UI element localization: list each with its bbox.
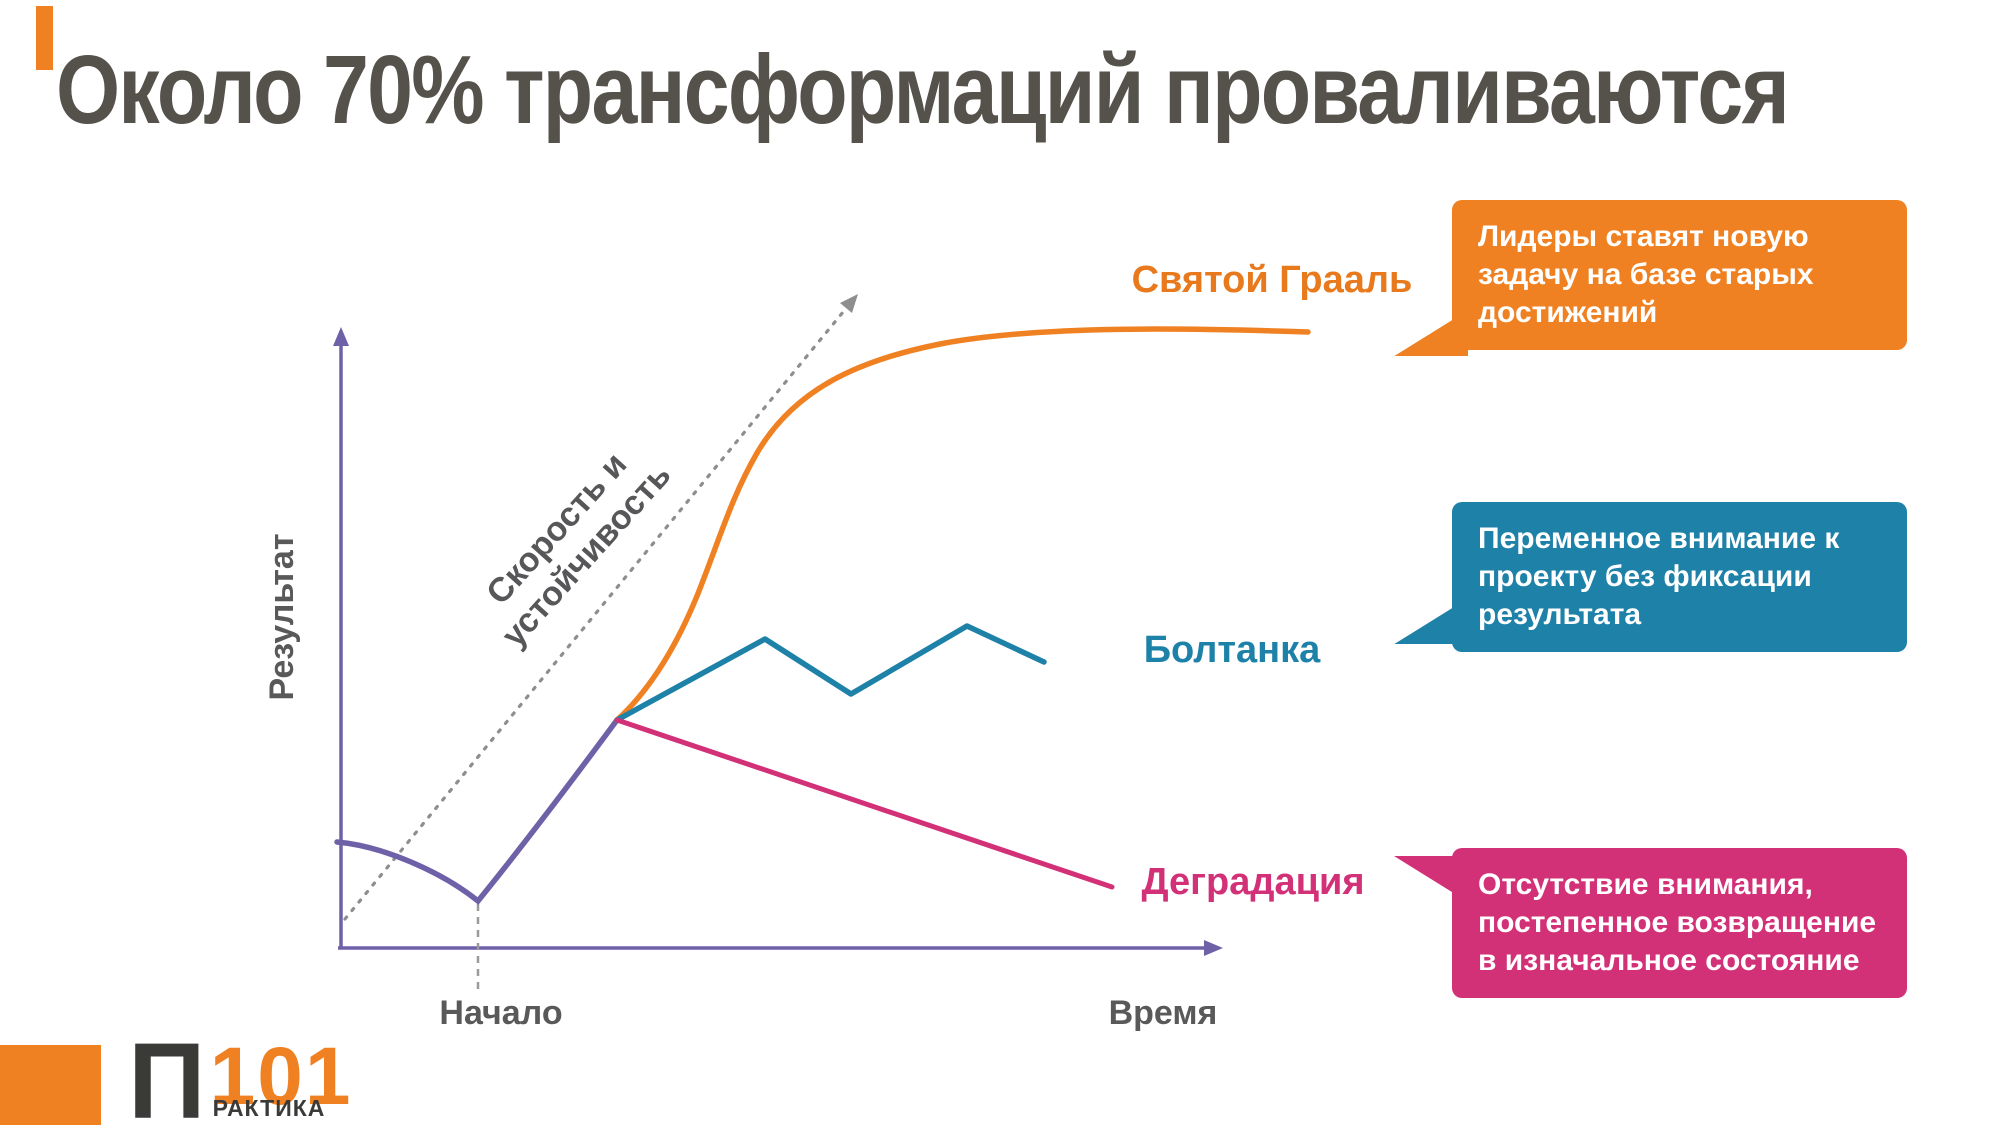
- series-label-turbulence: Болтанка: [1144, 629, 1321, 671]
- y-axis-label: Результат: [263, 534, 301, 701]
- callout-degradation-text: Отсутствие внимания, постепенное возвращ…: [1478, 868, 1877, 978]
- callout-holy-grail-text: Лидеры ставят новую задачу на базе стары…: [1478, 220, 1814, 330]
- series-label-holy-grail: Святой Грааль: [1132, 259, 1413, 301]
- logo-number: 101: [209, 1031, 353, 1122]
- x-axis-start-label: Начало: [439, 994, 562, 1032]
- page-title: Около 70% трансформаций проваливаются: [56, 35, 1790, 144]
- x-axis-label: Время: [1109, 994, 1218, 1032]
- degradation-line: [614, 717, 1115, 890]
- x-axis-arrowhead: [1204, 940, 1223, 956]
- company-logo: П 101 РАКТИКА: [128, 1020, 380, 1125]
- callout-holy-grail: Лидеры ставят новую задачу на базе стары…: [1394, 200, 1907, 357]
- speed-reference-arrowhead: [840, 294, 858, 313]
- turbulence-zigzag-line: [614, 623, 1047, 723]
- callout-turbulence-text: Переменное внимание к проекту без фиксац…: [1478, 522, 1840, 632]
- logo-word: РАКТИКА: [212, 1095, 326, 1121]
- speed-reference-dotted-line: [343, 304, 850, 921]
- holy-grail-curve: [614, 326, 1311, 723]
- logo-number-wrap: 101 РАКТИКА: [209, 1031, 380, 1124]
- series-label-degradation: Деградация: [1142, 861, 1365, 903]
- top-left-accent-bar: [36, 6, 53, 70]
- y-axis-arrowhead: [333, 327, 349, 346]
- logo-big-letter: П: [128, 1020, 206, 1125]
- callout-degradation: Отсутствие внимания, постепенное возвращ…: [1394, 848, 1907, 999]
- initial-transformation-curve: [334, 717, 620, 905]
- callout-turbulence: Переменное внимание к проекту без фиксац…: [1394, 502, 1907, 653]
- logo-accent-square: [0, 1045, 101, 1125]
